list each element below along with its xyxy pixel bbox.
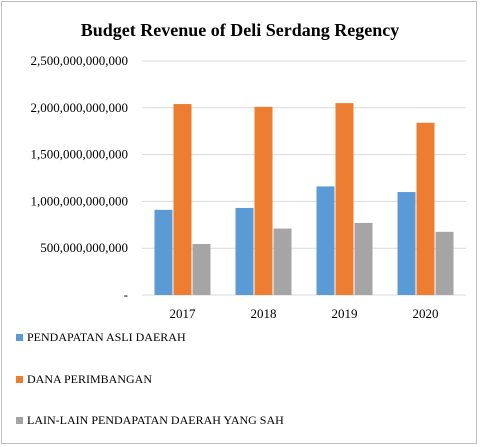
legend-label: PENDAPATAN ASLI DAERAH <box>27 330 186 344</box>
bar <box>435 231 454 295</box>
bar <box>173 104 192 295</box>
bar <box>273 228 292 295</box>
legend-item-pendapatan-asli-daerah: PENDAPATAN ASLI DAERAH <box>16 330 186 345</box>
legend-swatch <box>16 417 23 424</box>
bar <box>354 222 373 295</box>
y-tick-label: - <box>124 287 128 302</box>
x-tick-label: 2020 <box>413 306 439 321</box>
bar <box>416 122 435 295</box>
bar <box>335 103 354 296</box>
y-tick-label: 500,000,000,000 <box>40 240 128 255</box>
legend-item-lain-lain-pendapatan: LAIN-LAIN PENDAPATAN DAERAH YANG SAH <box>16 413 284 428</box>
chart-title: Budget Revenue of Deli Serdang Regency <box>80 20 400 40</box>
legend-label: DANA PERIMBANGAN <box>27 372 153 386</box>
bar <box>154 209 173 295</box>
legend-item-dana-perimbangan: DANA PERIMBANGAN <box>16 372 152 387</box>
y-tick-label: 1,500,000,000,000 <box>31 147 129 162</box>
bar <box>192 243 211 295</box>
y-tick-label: 1,000,000,000,000 <box>31 193 129 208</box>
bar <box>235 207 254 295</box>
bar <box>254 106 273 295</box>
legend-label: LAIN-LAIN PENDAPATAN DAERAH YANG SAH <box>27 413 284 427</box>
y-tick-label: 2,500,000,000,000 <box>31 53 129 68</box>
bar <box>397 192 416 295</box>
x-tick-label: 2018 <box>251 306 277 321</box>
x-tick-label: 2017 <box>170 306 197 321</box>
bar <box>316 186 335 295</box>
legend-swatch <box>16 334 23 341</box>
x-tick-label: 2019 <box>332 306 358 321</box>
y-tick-label: 2,000,000,000,000 <box>31 100 129 115</box>
legend-swatch <box>16 376 23 383</box>
